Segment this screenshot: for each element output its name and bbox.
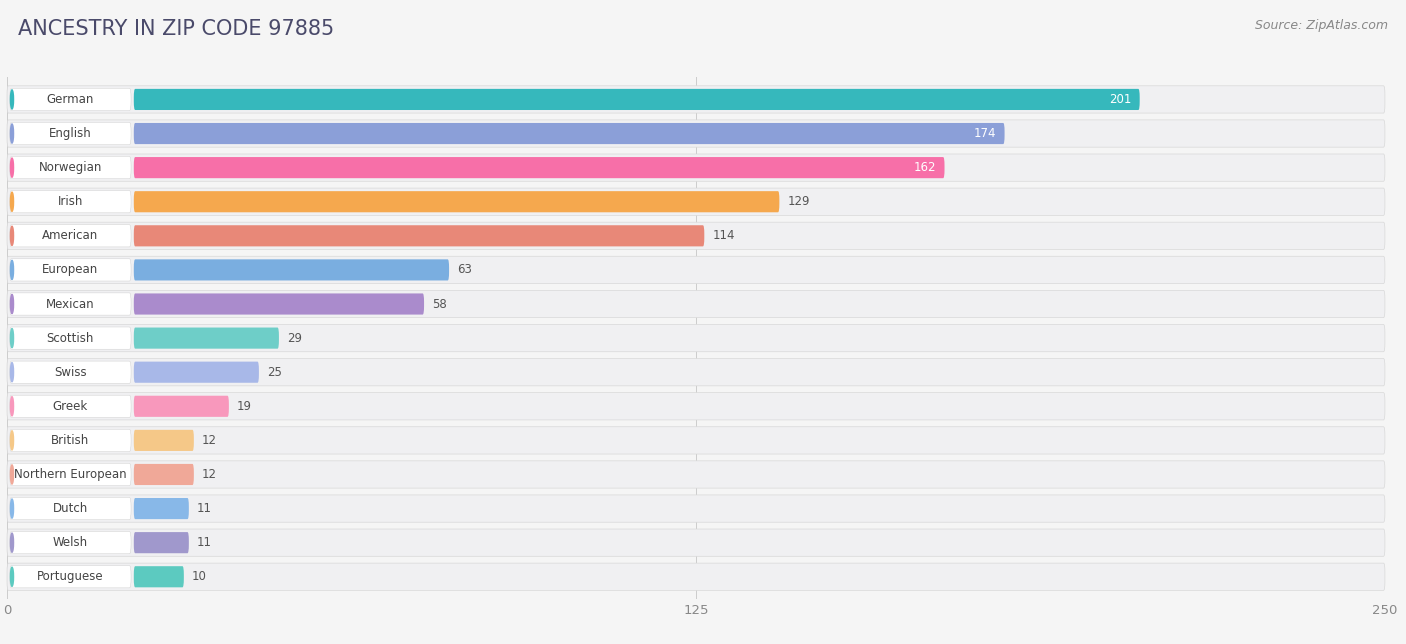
- FancyBboxPatch shape: [7, 290, 1385, 317]
- Circle shape: [10, 465, 14, 484]
- Text: 201: 201: [1109, 93, 1132, 106]
- FancyBboxPatch shape: [134, 532, 188, 553]
- FancyBboxPatch shape: [134, 395, 229, 417]
- FancyBboxPatch shape: [7, 120, 1385, 147]
- FancyBboxPatch shape: [7, 325, 1385, 352]
- Text: Norwegian: Norwegian: [39, 161, 103, 174]
- Text: 12: 12: [202, 468, 217, 481]
- Text: Mexican: Mexican: [46, 298, 94, 310]
- FancyBboxPatch shape: [134, 498, 188, 519]
- FancyBboxPatch shape: [134, 225, 704, 247]
- FancyBboxPatch shape: [10, 191, 131, 213]
- FancyBboxPatch shape: [10, 293, 131, 315]
- FancyBboxPatch shape: [10, 156, 131, 179]
- FancyBboxPatch shape: [134, 191, 779, 213]
- FancyBboxPatch shape: [7, 495, 1385, 522]
- FancyBboxPatch shape: [10, 565, 131, 588]
- FancyBboxPatch shape: [134, 260, 449, 281]
- Circle shape: [10, 328, 14, 348]
- Text: English: English: [49, 127, 91, 140]
- Text: 10: 10: [193, 570, 207, 583]
- Text: Welsh: Welsh: [53, 536, 89, 549]
- FancyBboxPatch shape: [7, 256, 1385, 283]
- FancyBboxPatch shape: [134, 123, 1004, 144]
- Circle shape: [10, 294, 14, 314]
- FancyBboxPatch shape: [134, 566, 184, 587]
- Text: 11: 11: [197, 502, 212, 515]
- Text: 25: 25: [267, 366, 283, 379]
- FancyBboxPatch shape: [7, 461, 1385, 488]
- Text: German: German: [46, 93, 94, 106]
- Text: British: British: [51, 434, 90, 447]
- Text: Northern European: Northern European: [14, 468, 127, 481]
- FancyBboxPatch shape: [7, 222, 1385, 249]
- FancyBboxPatch shape: [134, 328, 278, 348]
- FancyBboxPatch shape: [7, 393, 1385, 420]
- Circle shape: [10, 226, 14, 245]
- Circle shape: [10, 431, 14, 450]
- Text: European: European: [42, 263, 98, 276]
- FancyBboxPatch shape: [7, 86, 1385, 113]
- Circle shape: [10, 90, 14, 109]
- Text: Swiss: Swiss: [53, 366, 87, 379]
- Circle shape: [10, 567, 14, 586]
- FancyBboxPatch shape: [134, 362, 259, 383]
- Circle shape: [10, 124, 14, 143]
- FancyBboxPatch shape: [134, 294, 425, 314]
- FancyBboxPatch shape: [10, 361, 131, 383]
- Text: 63: 63: [457, 263, 472, 276]
- Text: Source: ZipAtlas.com: Source: ZipAtlas.com: [1254, 19, 1388, 32]
- Text: ANCESTRY IN ZIP CODE 97885: ANCESTRY IN ZIP CODE 97885: [18, 19, 335, 39]
- Text: Dutch: Dutch: [53, 502, 89, 515]
- FancyBboxPatch shape: [10, 430, 131, 451]
- FancyBboxPatch shape: [134, 89, 1140, 110]
- Circle shape: [10, 363, 14, 382]
- FancyBboxPatch shape: [134, 430, 194, 451]
- Circle shape: [10, 397, 14, 416]
- Text: Greek: Greek: [53, 400, 89, 413]
- FancyBboxPatch shape: [10, 531, 131, 554]
- FancyBboxPatch shape: [7, 188, 1385, 215]
- FancyBboxPatch shape: [10, 497, 131, 520]
- Text: Portuguese: Portuguese: [37, 570, 104, 583]
- Text: 58: 58: [432, 298, 447, 310]
- Text: 114: 114: [713, 229, 735, 242]
- FancyBboxPatch shape: [7, 529, 1385, 556]
- Circle shape: [10, 158, 14, 177]
- FancyBboxPatch shape: [10, 259, 131, 281]
- FancyBboxPatch shape: [10, 122, 131, 145]
- FancyBboxPatch shape: [7, 154, 1385, 181]
- Text: 11: 11: [197, 536, 212, 549]
- Text: 162: 162: [914, 161, 936, 174]
- Text: Scottish: Scottish: [46, 332, 94, 345]
- FancyBboxPatch shape: [10, 327, 131, 349]
- FancyBboxPatch shape: [10, 464, 131, 486]
- Text: 174: 174: [974, 127, 997, 140]
- Text: Irish: Irish: [58, 195, 83, 208]
- Text: 19: 19: [238, 400, 252, 413]
- Text: 29: 29: [287, 332, 302, 345]
- FancyBboxPatch shape: [7, 359, 1385, 386]
- Text: 12: 12: [202, 434, 217, 447]
- Circle shape: [10, 533, 14, 552]
- FancyBboxPatch shape: [134, 464, 194, 485]
- Circle shape: [10, 192, 14, 211]
- FancyBboxPatch shape: [10, 88, 131, 111]
- FancyBboxPatch shape: [134, 157, 945, 178]
- Circle shape: [10, 499, 14, 518]
- Text: American: American: [42, 229, 98, 242]
- Circle shape: [10, 260, 14, 279]
- FancyBboxPatch shape: [10, 395, 131, 417]
- FancyBboxPatch shape: [7, 427, 1385, 454]
- Text: 129: 129: [787, 195, 810, 208]
- FancyBboxPatch shape: [10, 225, 131, 247]
- FancyBboxPatch shape: [7, 563, 1385, 591]
